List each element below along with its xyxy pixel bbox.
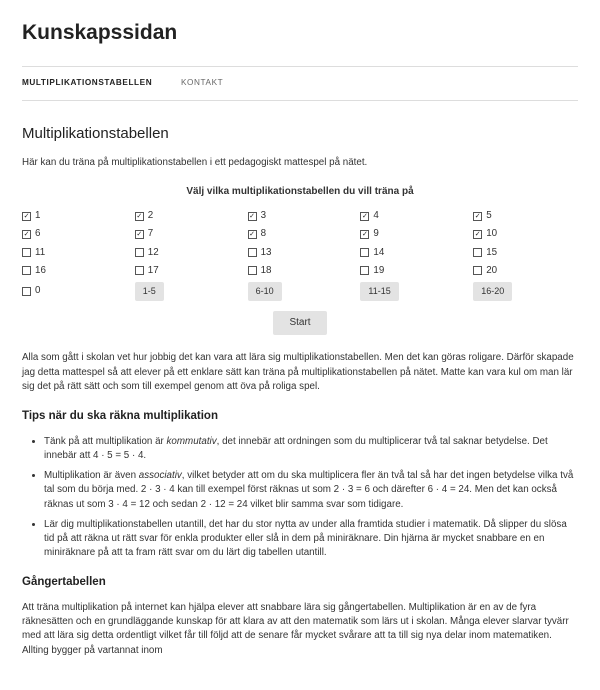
checkbox-label: 11: [35, 246, 45, 260]
site-title: Kunskapssidan: [22, 18, 578, 48]
checkbox-label: 7: [148, 227, 153, 241]
range-cell: 16-20: [473, 282, 578, 301]
range-cell: 6-10: [248, 282, 353, 301]
checkbox-grid: 123456789101112131415161718192001-56-101…: [22, 209, 578, 301]
checkbox-icon[interactable]: [473, 266, 482, 275]
checkbox-icon[interactable]: [22, 230, 31, 239]
checkbox-icon[interactable]: [22, 287, 31, 296]
checkbox-label: 13: [261, 246, 272, 260]
checkbox-icon[interactable]: [248, 248, 257, 257]
main-nav: MULTIPLIKATIONSTABELLEN KONTAKT: [22, 66, 578, 100]
checkbox-label: 2: [148, 209, 153, 223]
checkbox-item[interactable]: 2: [135, 209, 240, 223]
checkbox-icon[interactable]: [473, 230, 482, 239]
checkbox-item[interactable]: 19: [360, 264, 465, 278]
checkbox-label: 1: [35, 209, 40, 223]
choose-heading: Välj vilka multiplikationstabellen du vi…: [22, 185, 578, 200]
range-cell: 1-5: [135, 282, 240, 301]
checkbox-item[interactable]: 16: [22, 264, 127, 278]
checkbox-icon[interactable]: [135, 212, 144, 221]
checkbox-label: 6: [35, 227, 40, 241]
checkbox-icon[interactable]: [22, 212, 31, 221]
tip-item: Multiplikation är även associativ, vilke…: [44, 469, 578, 512]
page-title: Multiplikationstabellen: [22, 123, 578, 145]
checkbox-label: 18: [261, 264, 272, 278]
checkbox-item[interactable]: 17: [135, 264, 240, 278]
checkbox-icon[interactable]: [22, 248, 31, 257]
checkbox-icon[interactable]: [135, 230, 144, 239]
checkbox-icon[interactable]: [360, 248, 369, 257]
ganger-heading: Gångertabellen: [22, 574, 578, 591]
range-button[interactable]: 11-15: [360, 282, 398, 301]
start-button[interactable]: Start: [273, 311, 326, 336]
checkbox-item[interactable]: 14: [360, 246, 465, 260]
checkbox-icon[interactable]: [473, 248, 482, 257]
checkbox-label: 4: [373, 209, 378, 223]
checkbox-icon[interactable]: [473, 212, 482, 221]
checkbox-item[interactable]: 6: [22, 227, 127, 241]
nav-item-kontakt[interactable]: KONTAKT: [181, 77, 223, 89]
checkbox-label: 16: [35, 264, 46, 278]
checkbox-item[interactable]: 3: [248, 209, 353, 223]
tip-item: Tänk på att multiplikation är kommutativ…: [44, 435, 578, 463]
range-cell: 11-15: [360, 282, 465, 301]
checkbox-item[interactable]: 13: [248, 246, 353, 260]
checkbox-label: 12: [148, 246, 159, 260]
checkbox-label: 10: [486, 227, 497, 241]
checkbox-item[interactable]: 4: [360, 209, 465, 223]
checkbox-item[interactable]: 1: [22, 209, 127, 223]
checkbox-item[interactable]: 8: [248, 227, 353, 241]
checkbox-label: 9: [373, 227, 378, 241]
checkbox-item[interactable]: 15: [473, 246, 578, 260]
checkbox-item[interactable]: 0: [22, 282, 127, 301]
description-paragraph: Alla som gått i skolan vet hur jobbig de…: [22, 351, 578, 394]
intro-text: Här kan du träna på multiplikationstabel…: [22, 156, 578, 170]
checkbox-item[interactable]: 9: [360, 227, 465, 241]
checkbox-label: 5: [486, 209, 491, 223]
range-button[interactable]: 6-10: [248, 282, 282, 301]
checkbox-icon[interactable]: [360, 266, 369, 275]
tips-heading: Tips när du ska räkna multiplikation: [22, 408, 578, 425]
checkbox-label: 3: [261, 209, 266, 223]
checkbox-icon[interactable]: [248, 266, 257, 275]
checkbox-icon[interactable]: [135, 266, 144, 275]
checkbox-icon[interactable]: [248, 212, 257, 221]
checkbox-item[interactable]: 20: [473, 264, 578, 278]
checkbox-icon[interactable]: [135, 248, 144, 257]
checkbox-label: 19: [373, 264, 384, 278]
checkbox-item[interactable]: 10: [473, 227, 578, 241]
checkbox-label: 8: [261, 227, 266, 241]
nav-item-multiplikation[interactable]: MULTIPLIKATIONSTABELLEN: [22, 77, 152, 89]
checkbox-item[interactable]: 7: [135, 227, 240, 241]
checkbox-label: 15: [486, 246, 497, 260]
range-button[interactable]: 16-20: [473, 282, 512, 301]
checkbox-label: 14: [373, 246, 384, 260]
checkbox-icon[interactable]: [22, 266, 31, 275]
checkbox-icon[interactable]: [248, 230, 257, 239]
checkbox-label: 0: [35, 284, 40, 298]
checkbox-item[interactable]: 12: [135, 246, 240, 260]
checkbox-icon[interactable]: [360, 212, 369, 221]
tips-list: Tänk på att multiplikation är kommutativ…: [22, 435, 578, 561]
checkbox-label: 20: [486, 264, 497, 278]
range-button[interactable]: 1-5: [135, 282, 164, 301]
checkbox-icon[interactable]: [360, 230, 369, 239]
checkbox-label: 17: [148, 264, 159, 278]
checkbox-item[interactable]: 18: [248, 264, 353, 278]
checkbox-item[interactable]: 5: [473, 209, 578, 223]
checkbox-item[interactable]: 11: [22, 246, 127, 260]
tip-item: Lär dig multiplikationstabellen utantill…: [44, 518, 578, 561]
ganger-paragraph: Att träna multiplikation på internet kan…: [22, 601, 578, 658]
